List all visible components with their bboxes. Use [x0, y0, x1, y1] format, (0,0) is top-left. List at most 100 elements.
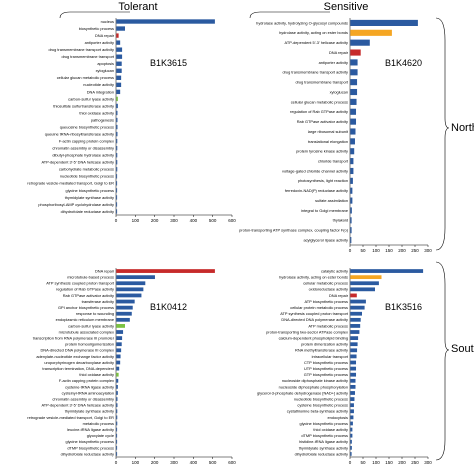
x-tick-label: 200: [151, 218, 159, 223]
bar: [350, 237, 352, 244]
category-label: glycine biosynthetic process: [66, 439, 114, 444]
bar: [116, 188, 118, 193]
bar: [116, 202, 118, 207]
panel-id-label: B1K4620: [385, 58, 422, 68]
category-label: xyloglucan: [96, 68, 114, 73]
category-label: dTMP biosynthetic process: [301, 433, 348, 438]
category-label: translational elongation: [308, 139, 348, 144]
bar: [116, 269, 215, 273]
bar: [350, 148, 355, 155]
bar: [116, 452, 118, 456]
category-label: microtubule-based process: [67, 275, 114, 280]
x-tick-label: 50: [360, 460, 366, 465]
category-label: hydrolase activity, acting on ester bond…: [279, 275, 348, 280]
x-tick-label: 0: [115, 460, 118, 465]
category-label: protein dimerization activity: [301, 342, 348, 347]
category-label: metabolic process: [83, 421, 114, 426]
bar: [350, 197, 353, 204]
bar: [116, 47, 123, 52]
bar: [350, 269, 424, 273]
category-label: thymidylate synthase activity: [65, 195, 114, 200]
bar: [350, 39, 370, 46]
bar: [116, 317, 130, 322]
bar: [116, 131, 118, 137]
category-label: Rab GTPase activator activity: [63, 293, 114, 298]
category-label: intracellular transport: [312, 354, 349, 359]
bar: [116, 403, 118, 408]
x-tick-label: 300: [170, 218, 178, 223]
category-label: DNA-directed DNA polymerase activity: [281, 317, 348, 322]
category-label: dihydrofolate reductase activity: [61, 451, 114, 456]
x-tick-label: 400: [190, 218, 198, 223]
x-tick-label: 200: [398, 248, 406, 253]
bar: [116, 421, 118, 426]
category-label: carbon-sulfur lyase activity: [68, 96, 114, 101]
brace-north: [435, 17, 450, 251]
category-label: nucleotide activity: [83, 82, 114, 87]
bar: [350, 293, 357, 298]
x-tick-label: 600: [228, 460, 236, 465]
category-label: apoptosis: [97, 61, 114, 66]
x-tick-label: 0: [349, 460, 352, 465]
x-tick-label: 100: [372, 460, 380, 465]
category-label: histidine-tRNA ligase activity: [299, 439, 348, 444]
panel-id-label: B1K0412: [150, 302, 187, 312]
category-label: chromatin assembly or disassembly: [52, 396, 114, 401]
bar: [350, 452, 352, 456]
category-label: cysteinyl-tRNA aminoacylation: [62, 390, 114, 395]
bar: [350, 19, 418, 26]
category-label: DNA repair: [95, 33, 115, 38]
bar: [350, 366, 357, 371]
category-label: acylglycerol lipase activity: [303, 237, 348, 242]
bar: [116, 311, 132, 316]
category-label: large ribosomal subunit: [308, 129, 349, 134]
bar: [116, 366, 120, 371]
category-label: glycine biosynthetic process: [300, 421, 348, 426]
category-label: thylakoid: [333, 218, 348, 223]
panel-B1K3516: catalytic activity hydrolase activity, ac…: [257, 268, 432, 465]
panel-id-label: B1K3516: [385, 302, 422, 312]
bar: [350, 427, 353, 432]
category-label: hydrolase activity, acting on ester bond…: [279, 30, 348, 35]
brace-sensitive: [249, 11, 330, 19]
x-tick-label: 100: [132, 218, 140, 223]
category-label: antiporter activity: [85, 40, 114, 45]
bar: [350, 311, 362, 316]
category-label: thiol oxidase activity: [79, 372, 114, 377]
bar: [350, 69, 358, 76]
category-label: ATP-dependent 5'-3' helicase activity: [285, 40, 349, 45]
category-label: ferredoxin-NAD(P) reductase activity: [285, 188, 348, 193]
brace-south: [435, 261, 450, 461]
category-label: thiol oxidase activity: [313, 427, 348, 432]
bar: [350, 108, 357, 115]
region-braces: [59, 11, 450, 461]
category-label: proton-transporting ATP synthase complex…: [239, 228, 349, 233]
bar: [350, 360, 357, 365]
category-label: ATP-dependent 3'-5' DNA helicase activit…: [41, 403, 114, 408]
bar: [350, 305, 365, 310]
category-label: F-actin capping protein complex: [59, 378, 114, 383]
category-label: glycerol-3-phosphate dehydrogenase [NAD+…: [257, 390, 348, 395]
x-tick-label: 250: [411, 460, 419, 465]
bar: [116, 348, 122, 353]
bar: [350, 167, 354, 175]
bar: [350, 433, 353, 438]
bar: [350, 330, 360, 334]
bar: [116, 281, 146, 286]
bar: [116, 26, 125, 31]
bar: [350, 187, 353, 194]
category-label: carbohydrate metabolic process: [59, 167, 114, 172]
x-tick-label: 300: [424, 248, 432, 253]
panel-id-label: B1K3615: [150, 58, 187, 68]
category-label: cellular glucan metabolic process: [291, 99, 348, 104]
bar: [116, 409, 118, 414]
category-label: retrograde vesicle-mediated transport, G…: [27, 181, 114, 186]
category-label: nucleus: [101, 19, 114, 24]
bar: [116, 40, 121, 45]
category-label: thiosulfate sulfurtransferase activity: [53, 103, 114, 108]
category-label: DNA integration: [87, 89, 114, 94]
category-label: UTP biosynthetic process: [304, 366, 348, 371]
bar: [116, 195, 118, 200]
